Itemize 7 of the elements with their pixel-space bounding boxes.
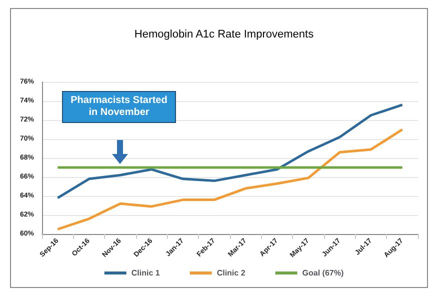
line-series [56, 104, 404, 200]
legend-label: Goal (67%) [302, 268, 344, 278]
legend-label: Clinic 1 [131, 268, 160, 278]
legend-label: Clinic 2 [216, 268, 246, 278]
line-series [56, 128, 404, 230]
annotation: Pharmacists Started in November [62, 91, 176, 123]
chart-title: Hemoglobin A1c Rate Improvements [134, 28, 314, 40]
